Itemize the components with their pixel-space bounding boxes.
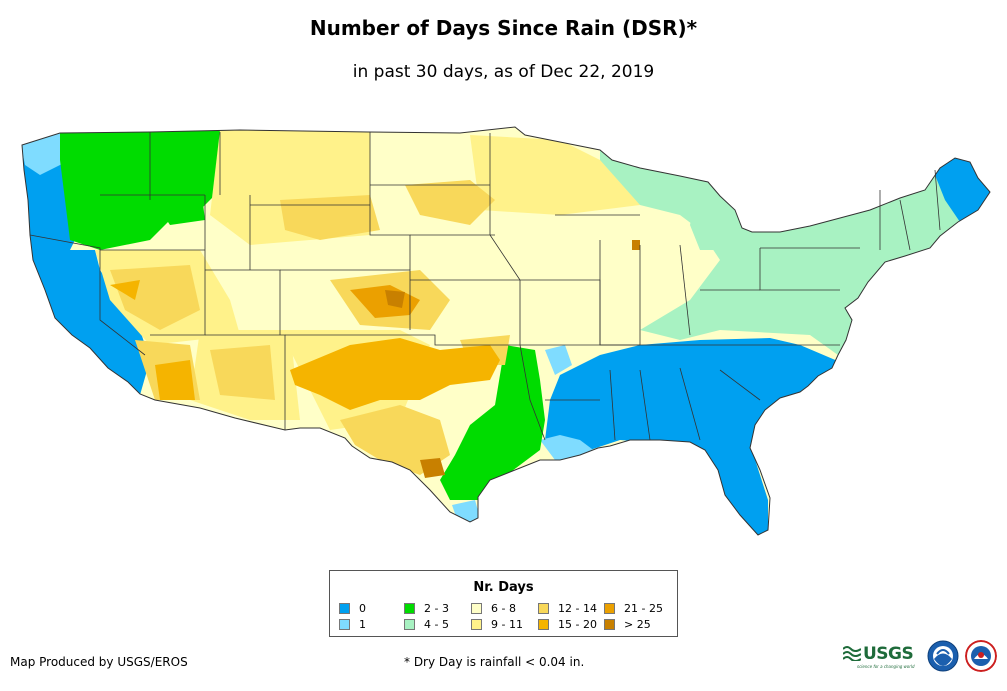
legend-swatch xyxy=(339,603,350,614)
legend: Nr. Days 0 1 2 - 3 4 - 5 6 - 8 9 - 11 12… xyxy=(329,570,678,637)
usgs-logo-text: USGS xyxy=(863,644,914,664)
legend-swatch xyxy=(604,603,615,614)
legend-item-5: 9 - 11 xyxy=(471,618,523,631)
footnote-text: * Dry Day is rainfall < 0.04 in. xyxy=(404,655,585,669)
legend-item-3: 4 - 5 xyxy=(404,618,449,631)
legend-swatch xyxy=(471,603,482,614)
legend-item-9: > 25 xyxy=(604,618,651,631)
legend-swatch xyxy=(471,619,482,630)
legend-label: 4 - 5 xyxy=(424,618,449,631)
legend-label: 12 - 14 xyxy=(558,602,597,615)
legend-label: 15 - 20 xyxy=(558,618,597,631)
legend-item-8: 21 - 25 xyxy=(604,602,663,615)
legend-item-7: 15 - 20 xyxy=(538,618,597,631)
usgs-tagline: science for a changing world xyxy=(857,664,915,669)
credit-text: Map Produced by USGS/EROS xyxy=(10,655,188,669)
legend-swatch xyxy=(404,619,415,630)
noaa-seal-icon xyxy=(927,640,959,672)
nws-seal-icon xyxy=(965,640,997,672)
legend-label: 2 - 3 xyxy=(424,602,449,615)
legend-item-2: 2 - 3 xyxy=(404,602,449,615)
legend-item-6: 12 - 14 xyxy=(538,602,597,615)
legend-swatch xyxy=(404,603,415,614)
legend-label: 1 xyxy=(359,618,366,631)
usgs-wave-icon xyxy=(843,646,861,661)
map-title: Number of Days Since Rain (DSR)* xyxy=(309,16,698,40)
legend-item-0: 0 xyxy=(339,602,366,615)
legend-label: > 25 xyxy=(624,618,651,631)
usgs-logo: USGS xyxy=(843,644,914,664)
legend-item-1: 1 xyxy=(339,618,366,631)
legend-label: 9 - 11 xyxy=(491,618,523,631)
agency-logos: USGS science for a changing world xyxy=(843,640,1003,680)
legend-swatch xyxy=(538,603,549,614)
legend-label: 0 xyxy=(359,602,366,615)
legend-item-4: 6 - 8 xyxy=(471,602,516,615)
legend-title: Nr. Days xyxy=(473,580,534,595)
legend-swatch xyxy=(538,619,549,630)
legend-label: 6 - 8 xyxy=(491,602,516,615)
legend-swatch xyxy=(339,619,350,630)
legend-swatch xyxy=(604,619,615,630)
us-dsr-map xyxy=(21,126,991,536)
legend-label: 21 - 25 xyxy=(624,602,663,615)
map-subtitle: in past 30 days, as of Dec 22, 2019 xyxy=(352,62,655,82)
